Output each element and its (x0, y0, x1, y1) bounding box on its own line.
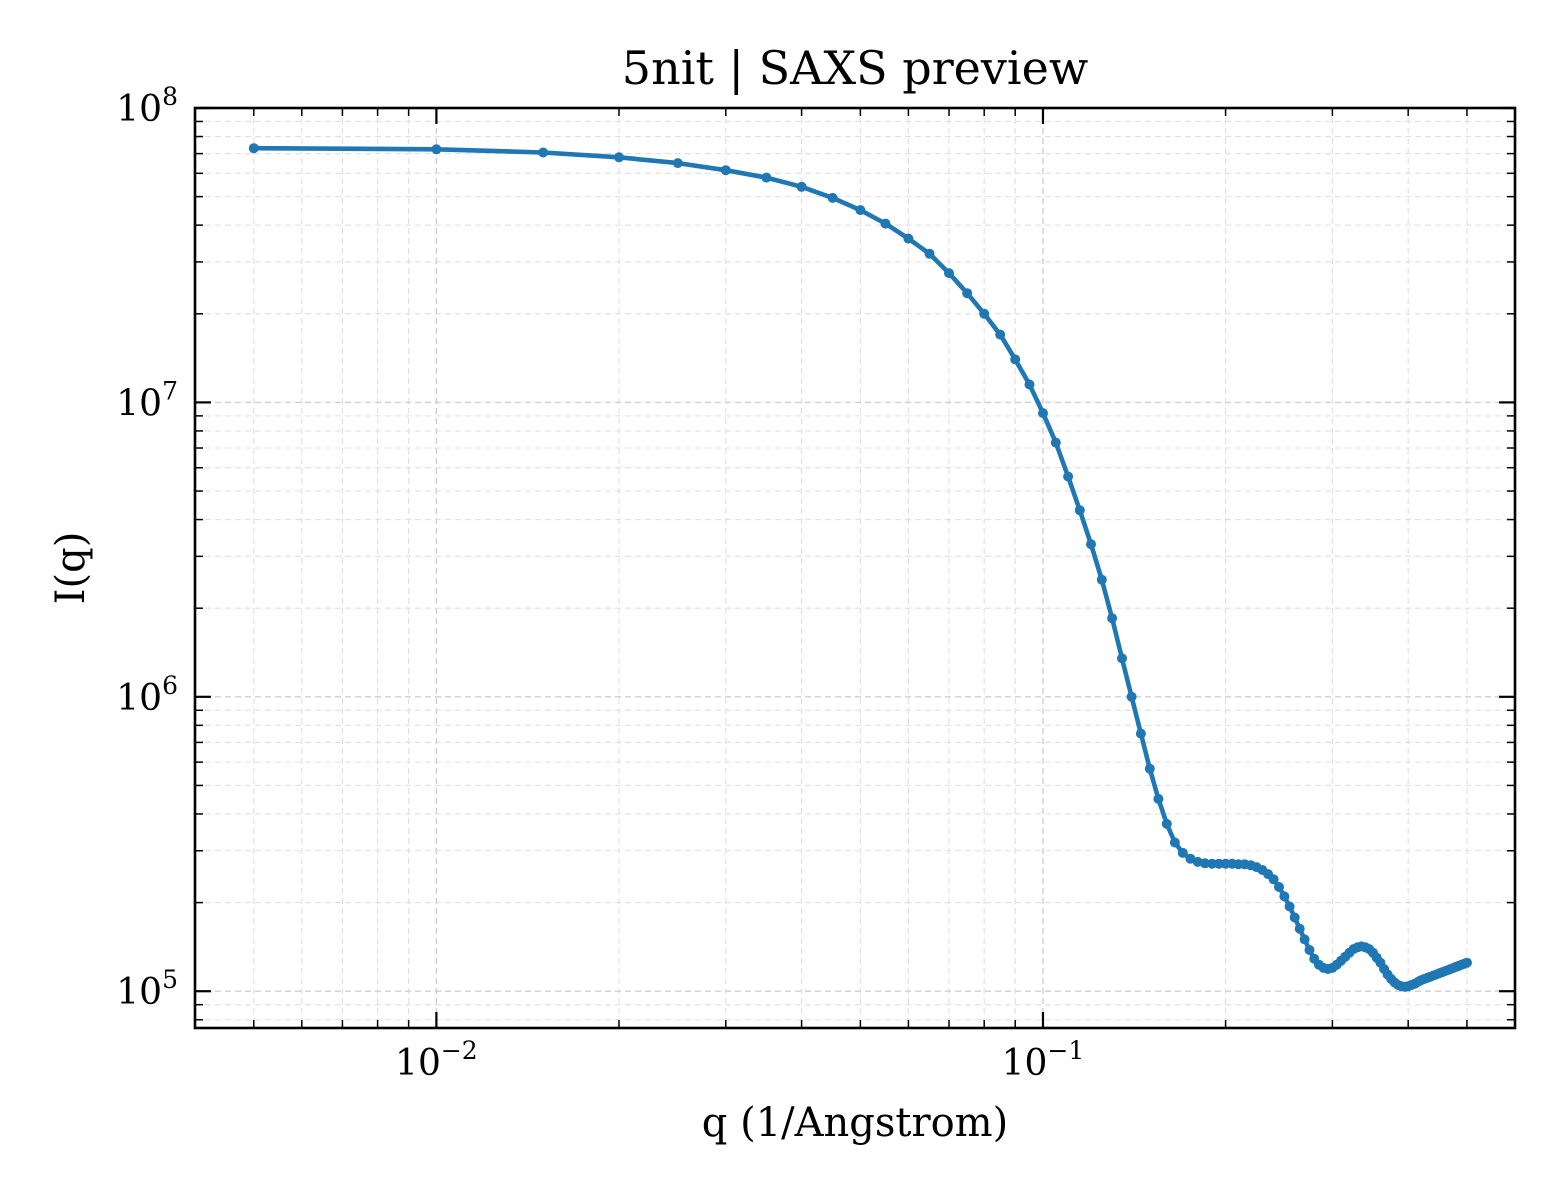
data-point (1117, 653, 1127, 664)
data-point (1268, 874, 1279, 885)
data-point (903, 233, 914, 244)
axis-ticks (194, 106, 1516, 1028)
data-point (1074, 505, 1085, 516)
data-point (924, 248, 935, 259)
y-tick-label: 105 (116, 965, 178, 1013)
y-tick-label: 108 (116, 82, 178, 130)
data-point (1299, 934, 1310, 945)
data-point (1126, 691, 1137, 702)
data-point (1177, 847, 1188, 858)
y-tick-label: 107 (116, 376, 178, 424)
data-point (1096, 574, 1107, 585)
chart-title: 5nit | SAXS preview (622, 41, 1088, 95)
x-tick-labels: 10−2 10−1 (395, 1036, 1084, 1084)
data-point (1284, 901, 1295, 912)
data-point (1107, 613, 1118, 624)
data-point (796, 181, 807, 192)
data-point (1086, 539, 1096, 550)
x-tick-label: 10−1 (1002, 1036, 1085, 1084)
data-point (1279, 891, 1290, 902)
x-tick-label: 10−2 (395, 1036, 478, 1084)
data-point (1024, 379, 1035, 390)
data-point (431, 144, 442, 155)
data-point (1304, 945, 1315, 955)
data-point (1038, 408, 1048, 419)
data-point (1010, 354, 1021, 365)
data-point (720, 165, 731, 176)
data-point (944, 268, 954, 279)
data-point (672, 158, 683, 169)
data-point (761, 172, 772, 183)
y-tick-label: 106 (116, 671, 178, 719)
data-point (1200, 858, 1210, 869)
data-point (1063, 471, 1074, 482)
data-point (1289, 912, 1300, 923)
data-point (1144, 763, 1155, 774)
data-point (1135, 728, 1146, 739)
data-point (962, 288, 973, 299)
data-point (614, 152, 624, 163)
plot-frame (193, 106, 1517, 1030)
data-point (1274, 882, 1284, 892)
data-point (1161, 818, 1172, 829)
data-point (827, 192, 838, 203)
data-point (1462, 957, 1472, 968)
data-point (1169, 837, 1180, 848)
data-point (880, 218, 891, 229)
y-tick-labels: 105 106 107 108 (116, 82, 178, 1013)
data-point (538, 147, 549, 158)
data-point (855, 205, 866, 216)
x-axis-label: q (1/Angstrom) (702, 1100, 1008, 1146)
data-point (1050, 437, 1061, 448)
data-point (1153, 793, 1164, 804)
series-layer (248, 143, 1472, 992)
data-point (1294, 923, 1305, 934)
data-point (248, 143, 259, 154)
data-point (995, 329, 1006, 340)
y-axis-label: I(q) (48, 532, 94, 605)
data-point (979, 308, 990, 319)
